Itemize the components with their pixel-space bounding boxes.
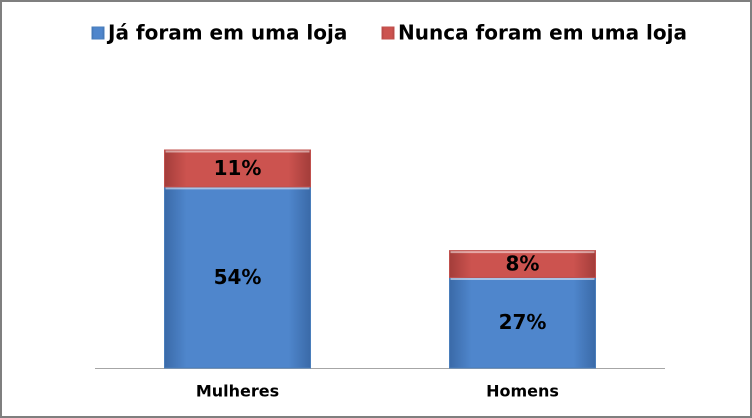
x-tick-label: Mulheres [196,382,279,401]
data-label: 54% [214,265,262,289]
data-label: 8% [506,252,540,276]
bar-segment [449,250,596,278]
data-label: 27% [499,310,547,334]
legend-label: Já foram em uma loja [106,21,347,45]
bar-segment [164,149,311,188]
bar-segment [449,276,596,369]
data-label: 11% [214,156,262,180]
legend-marker [381,26,395,40]
legend-label: Nunca foram em uma loja [398,21,687,45]
x-tick-label: Homens [486,382,559,401]
legend-marker [91,26,105,40]
bar-segment [164,186,311,369]
